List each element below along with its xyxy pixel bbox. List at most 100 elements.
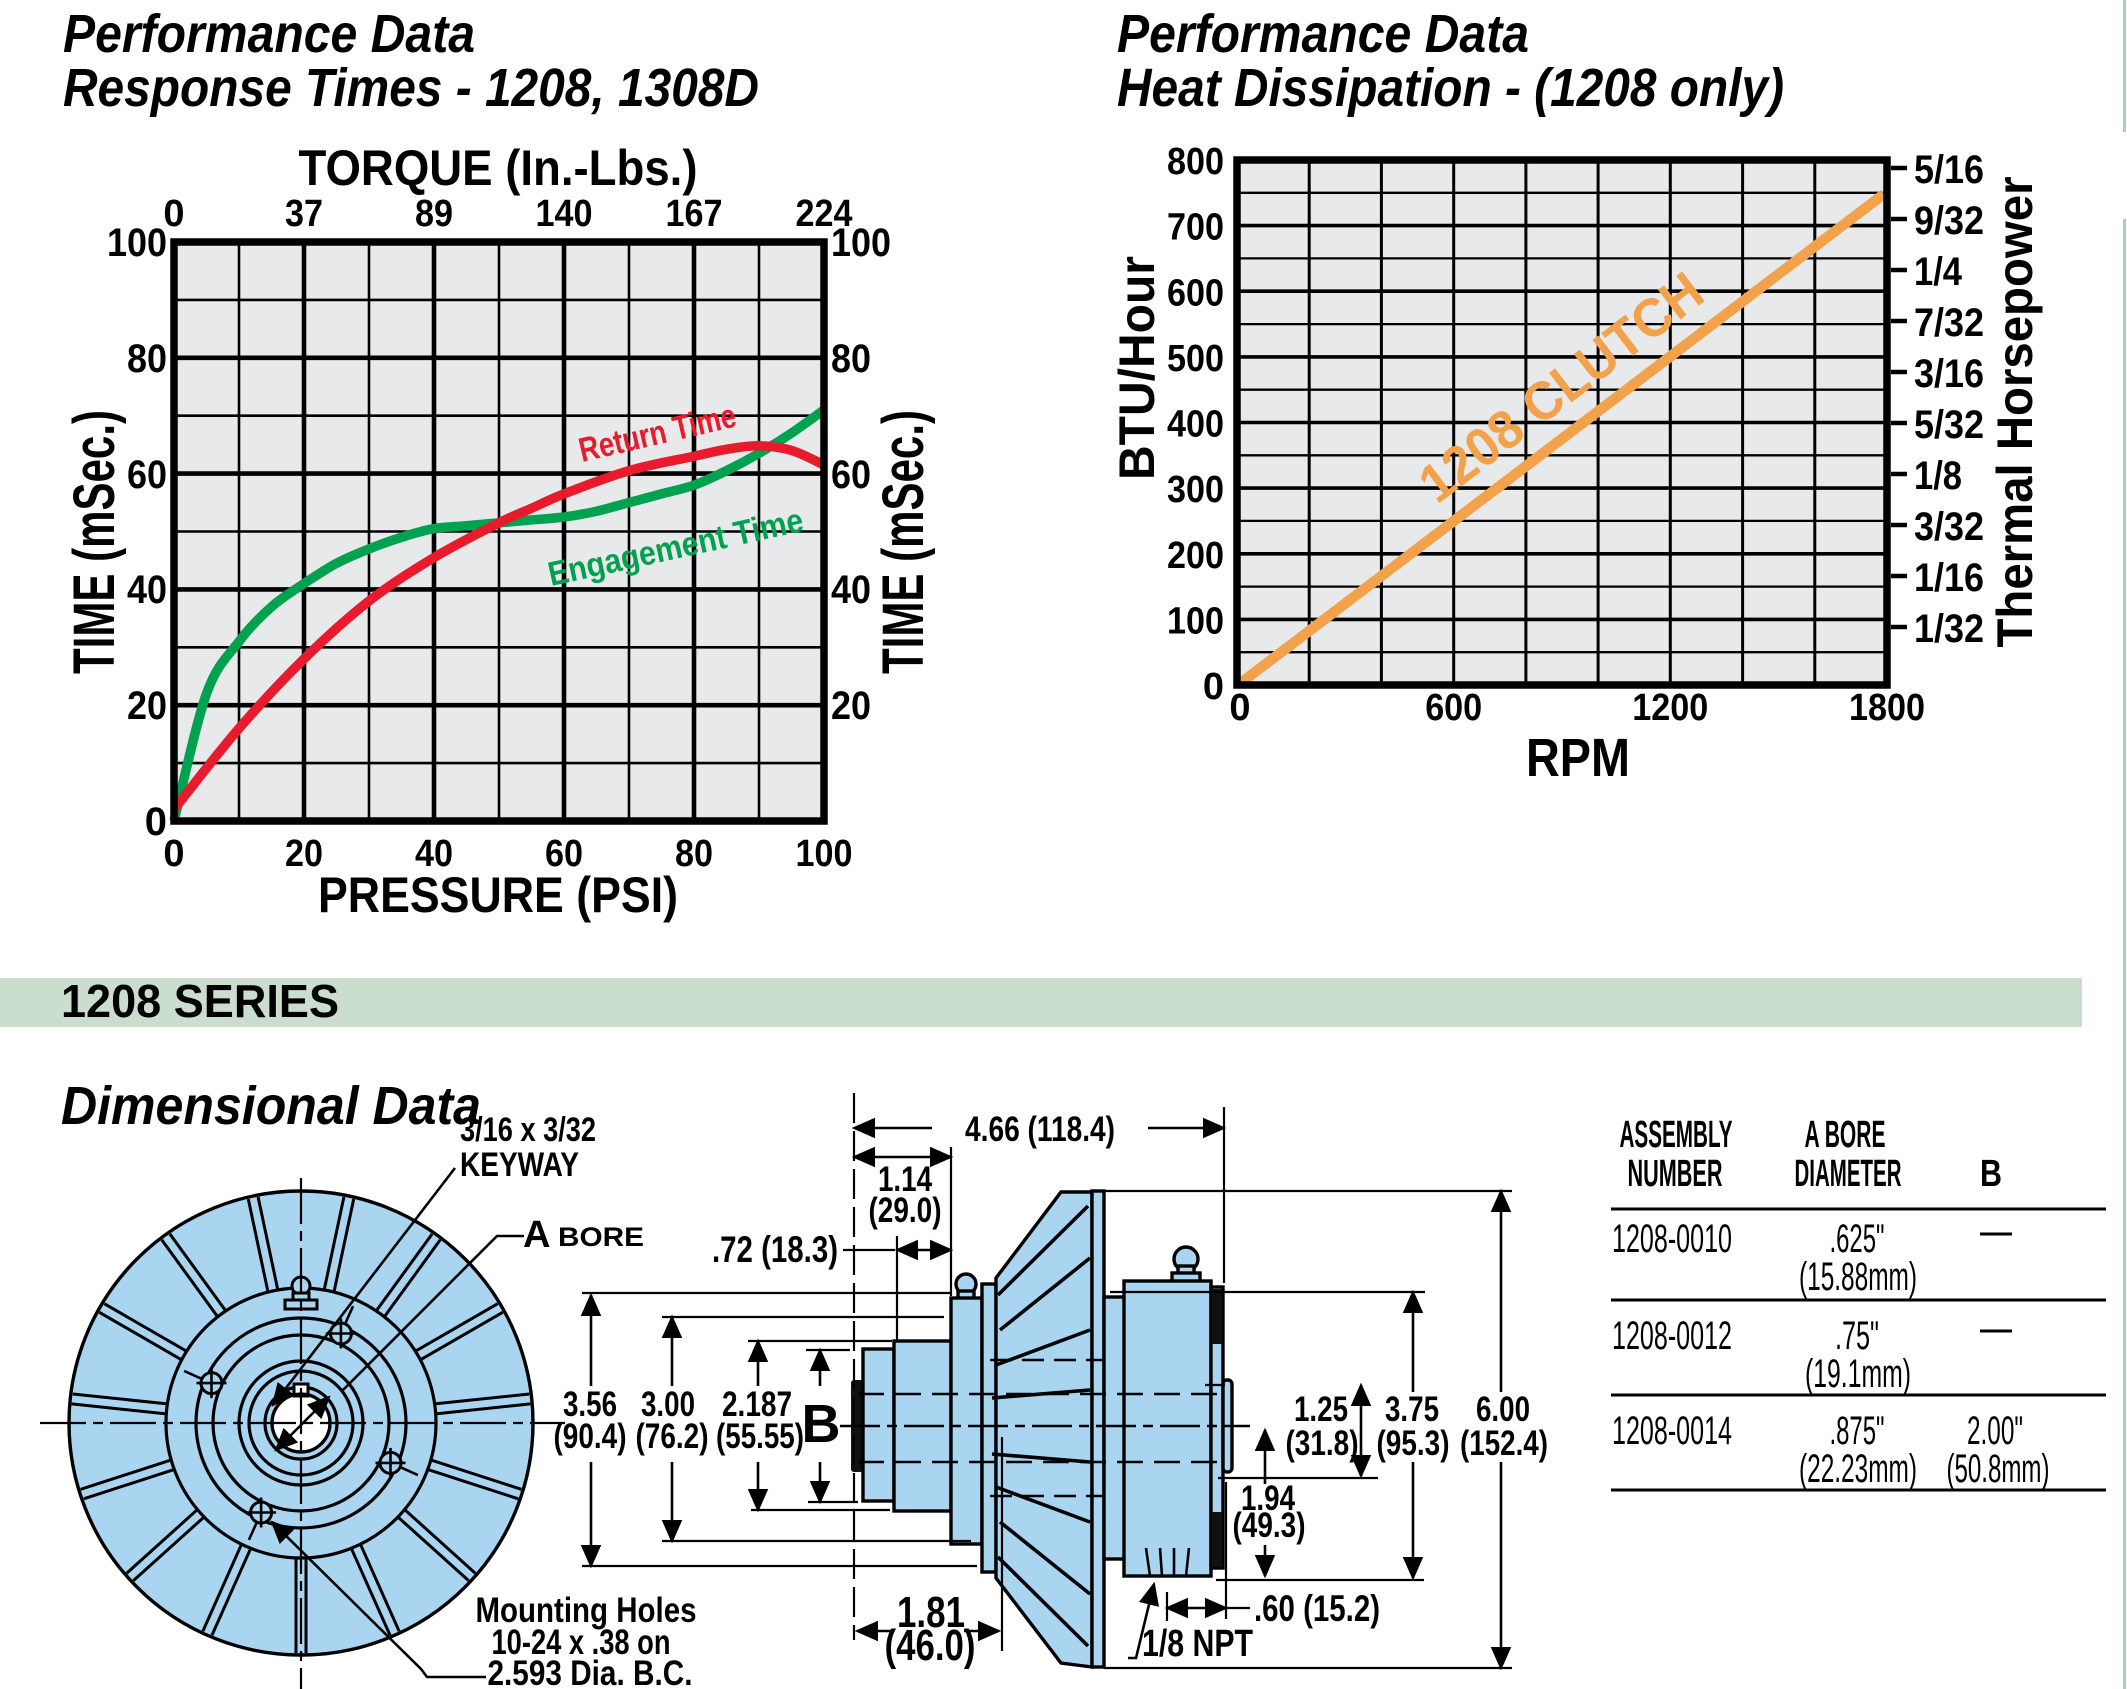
svg-text:(29.0): (29.0) [869, 1191, 942, 1230]
svg-text:2.187: 2.187 [722, 1385, 792, 1424]
svg-text:700: 700 [1167, 207, 1224, 249]
svg-text:600: 600 [1425, 687, 1482, 729]
svg-text:Thermal Horsepower: Thermal Horsepower [1987, 177, 2043, 648]
svg-text:60: 60 [545, 833, 583, 875]
svg-text:37: 37 [285, 193, 323, 235]
svg-text:1208 SERIES: 1208 SERIES [61, 975, 339, 1027]
svg-text:(31.8): (31.8) [1286, 1424, 1359, 1463]
svg-text:Performance Data: Performance Data [63, 4, 475, 64]
svg-text:0: 0 [163, 833, 184, 875]
svg-text:3.56: 3.56 [563, 1385, 617, 1424]
svg-text:200: 200 [1167, 535, 1224, 577]
svg-text:NUMBER: NUMBER [1628, 1153, 1723, 1195]
svg-text:1.94: 1.94 [1241, 1479, 1295, 1518]
svg-text:(49.3): (49.3) [1233, 1506, 1306, 1545]
svg-text:167: 167 [666, 193, 723, 235]
svg-text:.625": .625" [1830, 1217, 1885, 1261]
svg-text:Mounting Holes: Mounting Holes [476, 1591, 697, 1630]
svg-text:TORQUE (In.-Lbs.): TORQUE (In.-Lbs.) [299, 140, 698, 196]
svg-text:3.00: 3.00 [641, 1385, 695, 1424]
svg-text:1208-0014: 1208-0014 [1612, 1409, 1732, 1453]
svg-text:3.75: 3.75 [1385, 1390, 1439, 1429]
svg-text:7/32: 7/32 [1914, 301, 1984, 345]
svg-text:A BORE: A BORE [1805, 1114, 1886, 1156]
svg-text:40: 40 [831, 568, 871, 612]
svg-text:(22.23mm): (22.23mm) [1799, 1447, 1917, 1491]
svg-text:20: 20 [127, 684, 167, 728]
svg-text:1/8 NPT: 1/8 NPT [1142, 1623, 1253, 1665]
svg-text:DIAMETER: DIAMETER [1795, 1153, 1902, 1195]
svg-text:5/32: 5/32 [1914, 403, 1984, 447]
svg-text:1/8: 1/8 [1914, 454, 1962, 498]
svg-text:3/16: 3/16 [1914, 352, 1984, 396]
svg-text:140: 140 [536, 193, 593, 235]
svg-text:800: 800 [1167, 141, 1224, 183]
svg-text:PRESSURE (PSI): PRESSURE (PSI) [318, 867, 678, 923]
svg-text:.875": .875" [1830, 1409, 1885, 1453]
svg-text:(152.4): (152.4) [1460, 1424, 1548, 1463]
svg-text:1200: 1200 [1632, 687, 1708, 729]
svg-text:1800: 1800 [1849, 687, 1925, 729]
svg-text:.60 (15.2): .60 (15.2) [1254, 1588, 1380, 1629]
svg-text:(19.1mm): (19.1mm) [1805, 1352, 1911, 1396]
svg-text:300: 300 [1167, 469, 1224, 511]
svg-text:(50.8mm): (50.8mm) [1947, 1447, 2050, 1491]
svg-text:89: 89 [415, 193, 453, 235]
svg-text:20: 20 [285, 833, 323, 875]
svg-text:(90.4): (90.4) [554, 1417, 627, 1456]
svg-text:0: 0 [145, 800, 167, 844]
svg-text:Heat Dissipation - (1208 only): Heat Dissipation - (1208 only) [1117, 58, 1784, 118]
svg-text:BORE: BORE [558, 1222, 644, 1252]
svg-text:80: 80 [675, 833, 713, 875]
svg-text:40: 40 [415, 833, 453, 875]
svg-text:(46.0): (46.0) [885, 1621, 976, 1670]
svg-text:9/32: 9/32 [1914, 199, 1984, 243]
svg-text:ASSEMBLY: ASSEMBLY [1620, 1114, 1733, 1156]
svg-text:TIME (mSec.): TIME (mSec.) [871, 410, 936, 674]
svg-text:Performance Data: Performance Data [1117, 4, 1529, 64]
svg-text:2.00": 2.00" [1967, 1409, 2023, 1453]
svg-text:60: 60 [127, 453, 167, 497]
svg-text:.72 (18.3): .72 (18.3) [712, 1229, 838, 1270]
svg-text:4.66 (118.4): 4.66 (118.4) [965, 1110, 1115, 1149]
svg-text:A: A [523, 1214, 550, 1256]
svg-text:0: 0 [163, 193, 184, 235]
svg-text:100: 100 [107, 221, 167, 265]
svg-text:1.25: 1.25 [1294, 1390, 1348, 1429]
svg-text:80: 80 [127, 337, 167, 381]
svg-text:100: 100 [831, 221, 891, 265]
svg-text:3/16 x 3/32: 3/16 x 3/32 [460, 1111, 596, 1149]
svg-text:6.00: 6.00 [1476, 1390, 1530, 1429]
svg-text:B: B [1980, 1153, 2002, 1195]
svg-text:500: 500 [1167, 338, 1224, 380]
svg-text:Response Times - 1208, 1308D: Response Times - 1208, 1308D [63, 58, 759, 118]
svg-text:1/16: 1/16 [1914, 556, 1984, 600]
svg-text:400: 400 [1167, 404, 1224, 446]
svg-text:0: 0 [1229, 687, 1250, 729]
svg-text:20: 20 [831, 684, 871, 728]
svg-text:1208-0010: 1208-0010 [1612, 1217, 1732, 1261]
svg-text:224: 224 [796, 193, 853, 235]
svg-text:100: 100 [1167, 600, 1224, 642]
svg-text:1.14: 1.14 [878, 1160, 932, 1199]
svg-text:KEYWAY: KEYWAY [460, 1146, 579, 1184]
svg-text:1/32: 1/32 [1914, 607, 1984, 651]
svg-text:1/4: 1/4 [1914, 250, 1963, 294]
svg-text:60: 60 [831, 453, 871, 497]
svg-text:600: 600 [1167, 272, 1224, 314]
svg-text:100: 100 [796, 833, 853, 875]
svg-text:B: B [802, 1394, 841, 1454]
svg-text:BTU/Hour: BTU/Hour [1109, 256, 1165, 480]
svg-text:5/16: 5/16 [1914, 148, 1984, 192]
svg-text:(55.55): (55.55) [716, 1417, 804, 1456]
svg-text:(15.88mm): (15.88mm) [1799, 1255, 1917, 1299]
svg-text:Dimensional Data: Dimensional Data [61, 1076, 481, 1136]
svg-text:.75": .75" [1835, 1314, 1879, 1358]
svg-text:2.593 Dia. B.C.: 2.593 Dia. B.C. [488, 1654, 693, 1689]
svg-text:1208-0012: 1208-0012 [1612, 1314, 1732, 1358]
svg-text:RPM: RPM [1526, 728, 1630, 788]
svg-text:TIME (mSec.): TIME (mSec.) [62, 410, 127, 674]
svg-text:1.81: 1.81 [897, 1588, 965, 1637]
svg-text:10-24 x .38 on: 10-24 x .38 on [492, 1623, 671, 1662]
svg-text:0: 0 [1203, 666, 1224, 708]
